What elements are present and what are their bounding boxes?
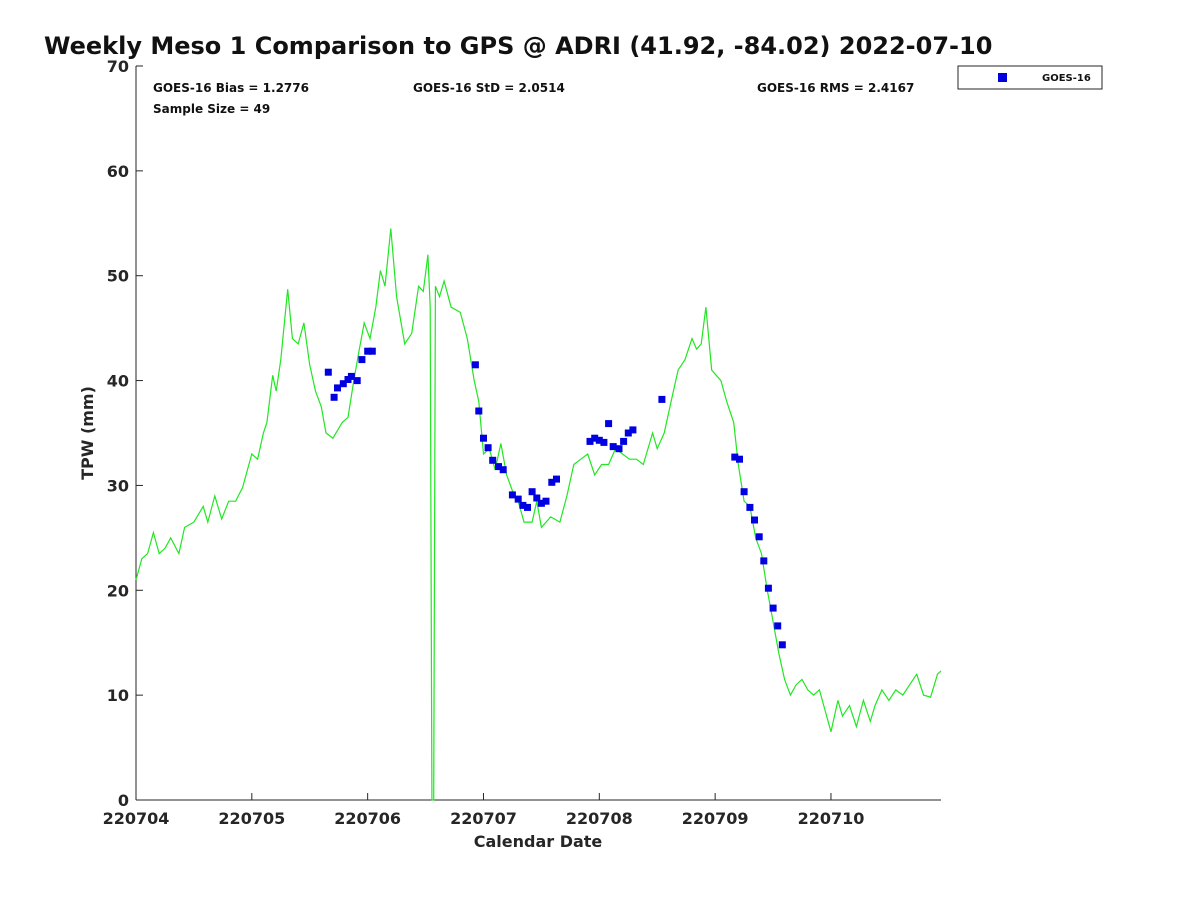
goes16-data-point: [542, 497, 550, 505]
x-axis-label: Calendar Date: [474, 832, 603, 851]
goes16-data-point: [533, 494, 541, 502]
goes16-data-point: [746, 503, 754, 511]
goes16-data-point: [615, 445, 623, 453]
chart-title: Weekly Meso 1 Comparison to GPS @ ADRI (…: [44, 32, 992, 60]
goes16-data-point: [769, 604, 777, 612]
goes16-data-point: [774, 622, 782, 630]
goes16-data-point: [519, 501, 527, 509]
x-tick-label: 220706: [334, 809, 401, 828]
goes16-data-point: [731, 453, 739, 461]
y-axis-ticks: 0 10 20 30 40 50 60 70: [107, 57, 143, 810]
goes16-data-point: [524, 503, 531, 511]
goes16-data-point: [595, 436, 603, 444]
bias-stat: GOES-16 Bias = 1.2776: [153, 81, 309, 95]
goes16-data-point: [514, 495, 522, 503]
goes16-data-point: [736, 455, 743, 463]
goes16-data-point: [591, 434, 599, 442]
goes16-data-point: [537, 499, 545, 507]
goes16-data-point: [364, 347, 372, 355]
goes16-data-point: [484, 444, 492, 452]
y-tick-label: 20: [107, 581, 129, 600]
goes16-data-point: [480, 434, 487, 442]
goes16-data-point: [586, 437, 594, 445]
goes16-data-point: [368, 347, 376, 355]
y-axis-label: TPW (mm): [78, 386, 97, 480]
y-tick-label: 0: [118, 791, 129, 810]
goes16-data-point: [624, 429, 632, 437]
goes16-data-point: [609, 443, 617, 451]
goes16-data-point: [528, 488, 536, 496]
plot-area: [135, 66, 941, 801]
goes16-series: [324, 347, 786, 649]
goes16-data-point: [330, 393, 338, 401]
goes16-data-point: [358, 356, 366, 364]
goes16-data-point: [764, 584, 772, 592]
goes16-data-point: [495, 463, 502, 471]
x-axis-ticks: 220704 220705 220706 220707 220708 220709 2207…: [103, 793, 865, 828]
goes16-data-point: [347, 372, 355, 380]
x-tick-label: 220705: [218, 809, 285, 828]
x-tick-label: 220707: [450, 809, 517, 828]
y-tick-label: 50: [107, 267, 129, 286]
x-tick-label: 220710: [798, 809, 865, 828]
legend: GOES-16: [957, 65, 1103, 90]
goes16-data-point: [658, 395, 666, 403]
goes16-data-point: [620, 437, 628, 445]
legend-goes16-marker: [998, 73, 1007, 82]
goes16-data-point: [600, 438, 608, 446]
y-tick-label: 70: [107, 57, 129, 76]
x-tick-label: 220708: [566, 809, 633, 828]
goes16-data-point: [339, 380, 347, 388]
goes16-data-point: [760, 557, 768, 565]
y-tick-label: 10: [107, 686, 129, 705]
goes16-data-point: [508, 491, 516, 499]
goes16-data-point: [353, 377, 361, 385]
sample-size-stat: Sample Size = 49: [153, 102, 270, 116]
goes16-data-point: [324, 368, 332, 376]
legend-box: [957, 65, 1103, 90]
legend-goes16-label: GOES-16: [1042, 73, 1091, 84]
rms-stat: GOES-16 RMS = 2.4167: [757, 81, 914, 95]
goes16-data-point: [755, 533, 763, 541]
goes16-data-point: [475, 407, 483, 415]
x-tick-label: 220704: [103, 809, 170, 828]
goes16-data-point: [629, 426, 637, 434]
goes16-data-point: [740, 488, 748, 496]
y-tick-label: 60: [107, 162, 129, 181]
goes16-data-point: [605, 420, 613, 428]
goes16-data-point: [778, 641, 786, 649]
goes16-data-point: [489, 456, 497, 464]
goes16-data-point: [471, 361, 479, 369]
goes16-data-point: [548, 478, 556, 486]
y-tick-label: 30: [107, 476, 129, 495]
y-tick-label: 40: [107, 372, 129, 391]
goes16-data-point: [499, 466, 507, 474]
goes16-data-point: [553, 475, 560, 483]
goes16-data-point: [751, 516, 758, 524]
goes16-data-point: [334, 384, 341, 392]
gps-tpw-line: [135, 228, 942, 801]
x-tick-label: 220709: [682, 809, 749, 828]
std-stat: GOES-16 StD = 2.0514: [413, 81, 565, 95]
